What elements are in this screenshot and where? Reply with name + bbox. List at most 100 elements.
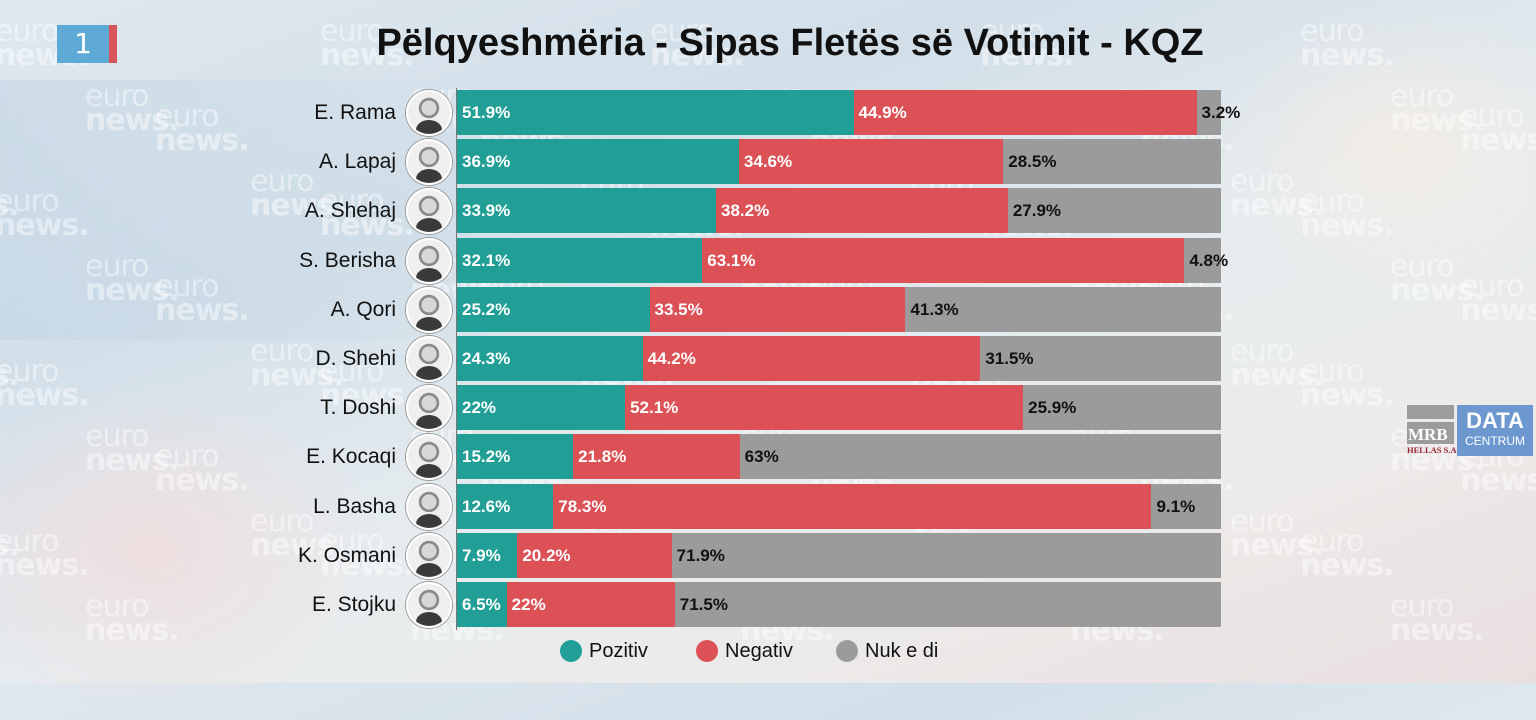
- bar-segment-nuk-e-di: [739, 434, 1221, 480]
- bar-segment-pozitiv: [457, 434, 574, 480]
- data-label: 31.5%: [985, 349, 1034, 368]
- category-label: A. Shehaj: [304, 199, 396, 223]
- bar-segment-pozitiv: [457, 90, 854, 135]
- candidate-photo: [406, 483, 452, 530]
- data-label: 34.6%: [743, 152, 793, 172]
- candidate-photo: [406, 434, 452, 481]
- bar-segment-nuk-e-di: [1007, 188, 1221, 234]
- bar-segment-nuk-e-di: [1184, 237, 1221, 283]
- bar-segment-pozitiv: [457, 188, 716, 234]
- data-label: 25.9%: [1028, 398, 1077, 418]
- candidate-photo: [406, 582, 452, 628]
- candidate-photo: [406, 532, 452, 579]
- data-label: 44.2%: [647, 349, 696, 368]
- candidate-photo: [406, 385, 452, 432]
- candidate-photo: [406, 237, 452, 284]
- logo-data-block: DATA CENTRUM: [1457, 405, 1533, 456]
- bar-segment-nuk-e-di: [674, 582, 1221, 627]
- photo-silhouette: [416, 562, 442, 577]
- data-label: 12.6%: [462, 496, 511, 516]
- bar-segment-negativ: [642, 336, 981, 381]
- category-label: E. Rama: [314, 101, 396, 124]
- bar-row: D. Shehi 24.3% 44.2% 31.5%: [0, 336, 1536, 382]
- data-label: 27.9%: [1012, 201, 1062, 221]
- candidate-photo: [406, 286, 452, 333]
- bar-segment-pozitiv: [457, 385, 626, 431]
- data-label: 38.2%: [720, 201, 770, 221]
- data-label: 7.9%: [462, 545, 501, 565]
- data-label: 41.3%: [910, 299, 959, 319]
- bar-row: A. Qori 25.2% 33.5% 41.3%: [0, 286, 1536, 333]
- category-label: E. Stojku: [311, 593, 396, 616]
- bar-segment-nuk-e-di: [1196, 90, 1221, 135]
- photo-silhouette: [416, 169, 442, 184]
- bar-row: E. Kocaqi 15.2% 21.8% 63%: [0, 434, 1536, 481]
- chart-title: Pëlqyeshmëria - Sipas Fletës së Votimit …: [376, 22, 1204, 64]
- logo-centrum-text: CENTRUM: [1465, 434, 1525, 448]
- photo-silhouette: [416, 316, 442, 331]
- mrb-datacentrum-logo: MRB HELLAS S.A. DATA CENTRUM: [1407, 405, 1533, 460]
- data-label: 63%: [744, 447, 779, 467]
- slide-number-badge: 1: [57, 25, 109, 63]
- bar-segment-negativ: [738, 139, 1004, 185]
- candidate-photo: [406, 139, 452, 186]
- legend-swatch-nuk-e-di: [836, 640, 858, 662]
- background-glow: [1200, 0, 1536, 300]
- bar-segment-negativ: [506, 582, 675, 627]
- logo-mrb-text: MRB: [1407, 422, 1454, 444]
- photo-silhouette: [416, 366, 442, 380]
- bar-row: E. Stojku 6.5% 22% 71.5%: [0, 582, 1536, 628]
- legend-label-nuk-e-di: Nuk e di: [865, 640, 939, 662]
- photo-silhouette: [416, 120, 442, 134]
- data-label: 52.1%: [630, 398, 679, 418]
- photo-silhouette: [416, 612, 442, 626]
- legend-swatch-negativ: [696, 640, 718, 662]
- category-label: A. Qori: [330, 297, 396, 321]
- legend-swatch-pozitiv: [560, 640, 582, 662]
- data-label: 3.2%: [1201, 103, 1241, 122]
- category-label: K. Osmani: [297, 543, 396, 567]
- bar-row: T. Doshi 22% 52.1% 25.9%: [0, 385, 1536, 432]
- data-label: 32.1%: [462, 250, 511, 270]
- data-label: 20.2%: [522, 545, 571, 565]
- bar-segment-nuk-e-di: [1003, 139, 1221, 185]
- bar-row: K. Osmani 7.9% 20.2% 71.9%: [0, 532, 1536, 579]
- bar-segment-negativ: [649, 286, 906, 332]
- bar-segment-pozitiv: [457, 483, 554, 529]
- bar-segment-negativ: [625, 385, 1024, 431]
- bar-segment-pozitiv: [457, 286, 650, 332]
- bar-segment-negativ: [853, 90, 1197, 135]
- data-label: 44.9%: [858, 103, 907, 122]
- slide-badge-accent: [109, 25, 117, 63]
- bar-row: A. Lapaj 36.9% 34.6% 28.5%: [0, 139, 1536, 186]
- bar-segment-negativ: [553, 483, 1152, 529]
- bar-segment-negativ: [573, 434, 740, 480]
- bar-segment-negativ: [517, 532, 672, 578]
- bar-segment-pozitiv: [457, 139, 739, 185]
- y-axis-line: [456, 88, 457, 630]
- bar-segment-nuk-e-di: [1151, 483, 1221, 529]
- candidate-photo: [406, 188, 452, 235]
- photo-silhouette: [416, 415, 442, 430]
- bar-segment-pozitiv: [457, 336, 643, 381]
- bar-segment-negativ: [702, 237, 1185, 283]
- bar-segment-nuk-e-di: [905, 286, 1221, 332]
- data-label: 24.3%: [462, 349, 511, 368]
- data-label: 4.8%: [1189, 250, 1229, 270]
- bar-segment-negativ: [715, 188, 1008, 234]
- data-label: 71.9%: [676, 545, 725, 565]
- bar-segment-nuk-e-di: [671, 532, 1221, 578]
- bar-segment-pozitiv: [457, 582, 507, 627]
- bar-segment-pozitiv: [457, 237, 703, 283]
- category-label: T. Doshi: [320, 396, 396, 420]
- data-label: 51.9%: [462, 103, 511, 122]
- logo-hellas-text: HELLAS S.A.: [1407, 445, 1459, 455]
- bar-segment-nuk-e-di: [980, 336, 1221, 381]
- data-label: 33.9%: [462, 201, 511, 221]
- photo-silhouette: [416, 218, 442, 233]
- category-label: L. Basha: [313, 494, 396, 518]
- bar-segment-nuk-e-di: [1023, 385, 1221, 431]
- bar-segment-pozitiv: [457, 532, 518, 578]
- data-label: 28.5%: [1008, 152, 1057, 172]
- bar-row: A. Shehaj 33.9% 38.2% 27.9%: [0, 188, 1536, 235]
